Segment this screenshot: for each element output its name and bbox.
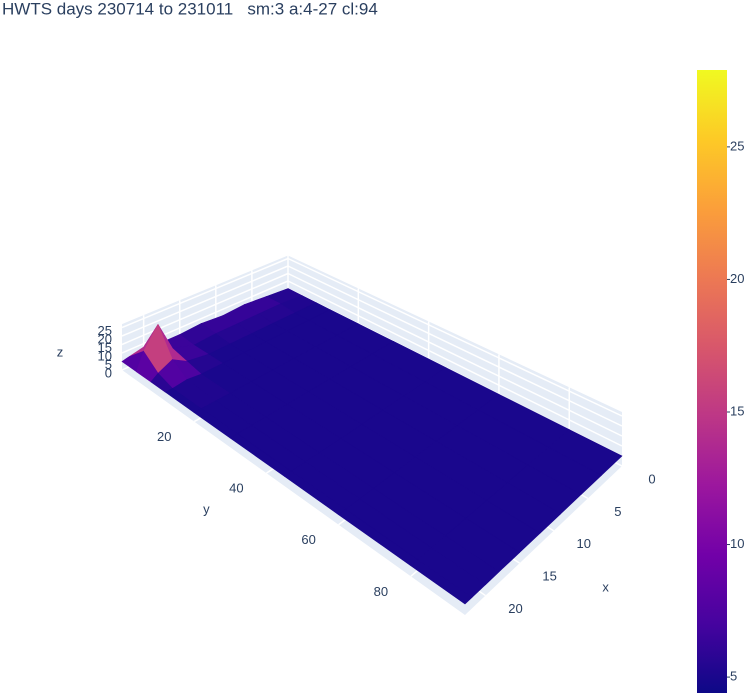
grid-line bbox=[287, 280, 623, 447]
colorbar-tick-label: 25 bbox=[730, 138, 744, 153]
colorbar-tick-label: 5 bbox=[730, 669, 737, 684]
z-tick-label: 10 bbox=[98, 348, 112, 363]
y-axis-title: y bbox=[203, 502, 210, 517]
x-tick-label: 0 bbox=[648, 471, 655, 486]
colorbar-tick-label: 15 bbox=[730, 403, 744, 418]
grid-line bbox=[121, 257, 289, 329]
z-tick-label: 5 bbox=[105, 357, 112, 372]
x-tick-label: 5 bbox=[614, 504, 621, 519]
y-tick-label: 40 bbox=[229, 481, 243, 496]
y-tick-label: 80 bbox=[374, 584, 388, 599]
y-tick-label: 20 bbox=[157, 429, 171, 444]
colorbar-tick-label: 10 bbox=[730, 536, 744, 551]
surface-patch bbox=[410, 559, 473, 605]
grid-line bbox=[287, 265, 623, 427]
z-tick-label: 0 bbox=[105, 365, 112, 380]
colorbar bbox=[697, 70, 727, 693]
x-tick-label: 15 bbox=[542, 569, 556, 584]
z-tick-label: 20 bbox=[98, 331, 112, 346]
z-tick-label: 15 bbox=[98, 340, 112, 355]
grid-line bbox=[121, 265, 289, 337]
z-tick-label: 25 bbox=[98, 323, 112, 338]
grid-line bbox=[287, 272, 623, 437]
grid-line bbox=[287, 257, 623, 417]
x-axis-title: x bbox=[602, 579, 609, 594]
grid-line bbox=[121, 272, 289, 346]
x-tick-label: 10 bbox=[577, 536, 591, 551]
z-axis-title: z bbox=[57, 344, 64, 359]
x-tick-label: 20 bbox=[508, 601, 522, 616]
y-tick-label: 60 bbox=[301, 532, 315, 547]
chart-title: HWTS days 230714 to 231011 sm:3 a:4-27 c… bbox=[2, 0, 378, 18]
colorbar-tick-label: 20 bbox=[730, 271, 744, 286]
